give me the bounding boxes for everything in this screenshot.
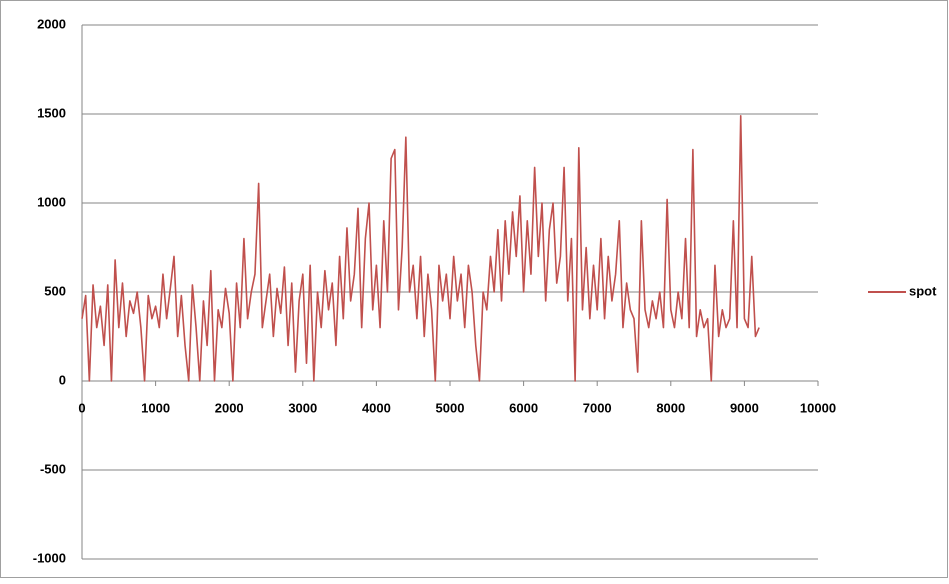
y-tick-label: 500: [44, 283, 66, 298]
y-tick-label: -500: [40, 461, 66, 476]
y-tick-label: 2000: [37, 16, 66, 31]
data-line: [81, 114, 760, 382]
x-tick-label: 10000: [800, 400, 836, 415]
y-tick-label: 1000: [37, 194, 66, 209]
x-tick-label: 6000: [509, 400, 538, 415]
x-tick-label: 5000: [436, 400, 465, 415]
x-tick-label: 0: [78, 400, 85, 415]
x-tick-label: 9000: [730, 400, 759, 415]
x-tick-label: 3000: [288, 400, 317, 415]
y-tick-label: 1500: [37, 105, 66, 120]
x-tick-label: 1000: [141, 400, 170, 415]
x-tick-label: 2000: [215, 400, 244, 415]
legend-label: spot: [909, 283, 937, 298]
y-tick-label: -1000: [33, 550, 66, 565]
y-tick-label: 0: [59, 372, 66, 387]
x-tick-label: 4000: [362, 400, 391, 415]
x-tick-label: 7000: [583, 400, 612, 415]
x-tick-label: 8000: [656, 400, 685, 415]
